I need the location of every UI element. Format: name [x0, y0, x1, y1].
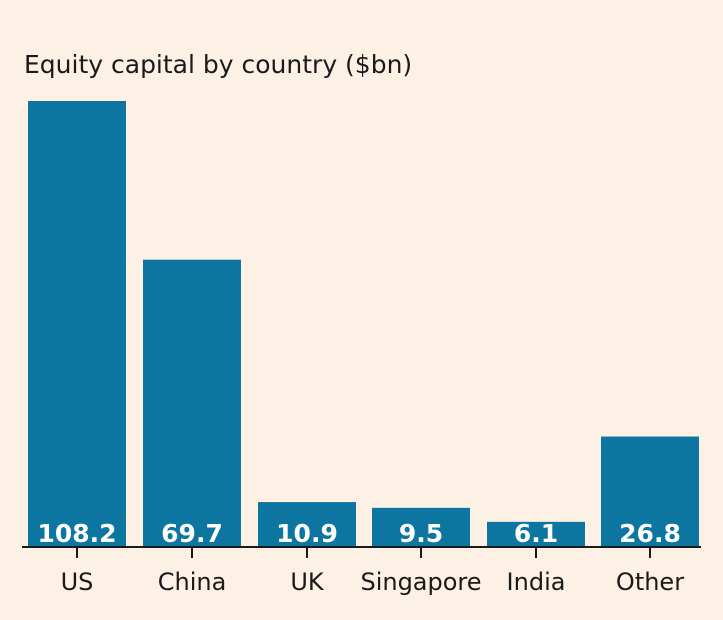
- category-labels-group: US China UK Singapore India Other: [61, 568, 685, 596]
- category-label: India: [507, 568, 566, 596]
- bar-us: [28, 101, 126, 547]
- bar-uk: [258, 502, 356, 547]
- value-label: 26.8: [619, 519, 681, 548]
- bar-china: [143, 259, 241, 547]
- bar-india: [487, 521, 585, 547]
- chart-title: Equity capital by country ($bn): [24, 50, 412, 79]
- value-label: 10.9: [276, 519, 338, 548]
- bars-group: [28, 101, 699, 547]
- category-label: China: [158, 568, 227, 596]
- value-label: 6.1: [514, 519, 558, 548]
- value-label: 69.7: [161, 519, 223, 548]
- bar-other: [601, 436, 699, 547]
- category-label: UK: [290, 568, 325, 596]
- category-label: Other: [616, 568, 684, 596]
- category-label: Singapore: [360, 568, 481, 596]
- bar-singapore: [372, 507, 470, 547]
- value-label: 9.5: [399, 519, 443, 548]
- value-labels-group: 108.2 69.7 10.9 9.5 6.1 26.8: [37, 519, 680, 548]
- x-axis-ticks: [76, 547, 651, 558]
- value-label: 108.2: [37, 519, 116, 548]
- category-label: US: [61, 568, 94, 596]
